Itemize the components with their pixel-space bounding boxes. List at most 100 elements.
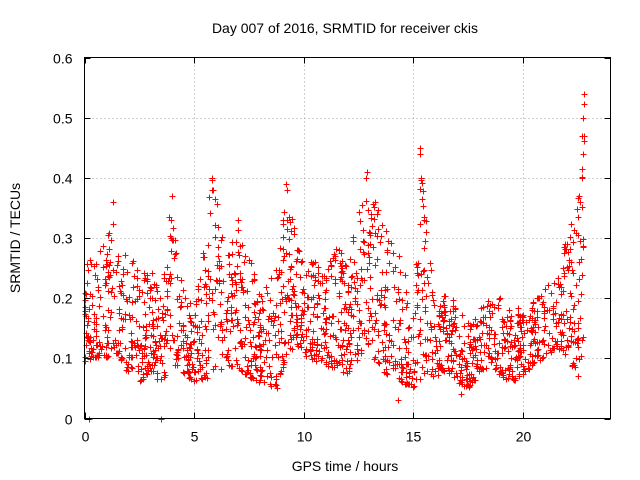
data-point <box>123 367 130 374</box>
data-point <box>397 269 404 276</box>
data-point <box>228 290 235 297</box>
data-point <box>482 314 489 321</box>
data-point <box>178 327 185 334</box>
data-point <box>573 230 580 237</box>
data-point <box>111 344 118 351</box>
data-point <box>294 256 301 263</box>
data-point <box>128 330 135 337</box>
data-point <box>517 320 524 327</box>
data-point <box>580 115 587 122</box>
data-point <box>500 330 507 337</box>
data-point <box>473 346 480 353</box>
data-point <box>529 329 536 336</box>
data-point <box>197 276 204 283</box>
data-point <box>472 343 479 350</box>
data-point <box>178 303 185 310</box>
x-axis-label: GPS time / hours <box>292 458 399 474</box>
data-point <box>451 374 458 381</box>
data-point <box>103 324 110 331</box>
data-point <box>516 371 523 378</box>
data-point <box>311 355 318 362</box>
data-point <box>352 285 359 292</box>
data-point <box>499 367 506 374</box>
data-point <box>417 151 424 158</box>
data-point <box>434 347 441 354</box>
data-point <box>137 343 144 350</box>
data-point <box>575 344 582 351</box>
data-point <box>239 284 246 291</box>
data-point <box>453 324 460 331</box>
data-point <box>215 244 222 251</box>
data-point <box>183 353 190 360</box>
data-point <box>580 244 587 251</box>
data-point <box>415 333 422 340</box>
data-point <box>399 306 406 313</box>
data-point <box>110 199 117 206</box>
data-point <box>417 340 424 347</box>
data-point <box>314 301 321 308</box>
data-point <box>423 229 430 236</box>
data-point <box>569 267 576 274</box>
data-point <box>199 376 206 383</box>
data-point <box>581 91 588 98</box>
data-point <box>339 357 346 364</box>
data-point <box>202 347 209 354</box>
data-point <box>556 284 563 291</box>
data-point <box>100 313 107 320</box>
data-point <box>146 361 153 368</box>
data-point <box>280 221 287 228</box>
data-point <box>520 347 527 354</box>
data-point <box>95 354 102 361</box>
data-point <box>215 253 222 260</box>
data-point <box>350 238 357 245</box>
data-point <box>328 263 335 270</box>
data-point <box>147 344 154 351</box>
data-point <box>273 373 280 380</box>
data-point <box>312 277 319 284</box>
data-point <box>150 354 157 361</box>
data-point <box>171 337 178 344</box>
data-point <box>375 348 382 355</box>
data-point <box>315 270 322 277</box>
data-point <box>568 293 575 300</box>
data-point <box>564 316 571 323</box>
data-point <box>560 265 567 272</box>
data-point <box>87 291 94 298</box>
data-point <box>210 187 217 194</box>
data-point <box>458 347 465 354</box>
data-point <box>257 377 264 384</box>
data-point <box>459 312 466 319</box>
data-point <box>223 326 230 333</box>
data-point <box>279 296 286 303</box>
data-point <box>357 246 364 253</box>
data-point <box>349 273 356 280</box>
data-point <box>365 242 372 249</box>
data-point <box>305 326 312 333</box>
data-point <box>469 379 476 386</box>
data-point <box>456 380 463 387</box>
data-point <box>522 356 529 363</box>
data-point <box>371 204 378 211</box>
data-point <box>376 360 383 367</box>
data-point <box>496 371 503 378</box>
data-point <box>293 271 300 278</box>
data-point <box>473 323 480 330</box>
data-point <box>540 354 547 361</box>
y-tick-label: 0.1 <box>53 351 73 367</box>
data-point <box>263 354 270 361</box>
data-point <box>330 255 337 262</box>
data-point <box>237 243 244 250</box>
data-point <box>153 284 160 291</box>
data-point <box>103 344 110 351</box>
data-point <box>510 376 517 383</box>
data-point <box>153 355 160 362</box>
data-point <box>309 336 316 343</box>
data-point <box>162 311 169 318</box>
data-point <box>347 256 354 263</box>
data-point <box>236 252 243 259</box>
data-point <box>443 325 450 332</box>
data-point <box>165 278 172 285</box>
data-point <box>297 326 304 333</box>
data-point <box>97 294 104 301</box>
data-point <box>318 325 325 332</box>
